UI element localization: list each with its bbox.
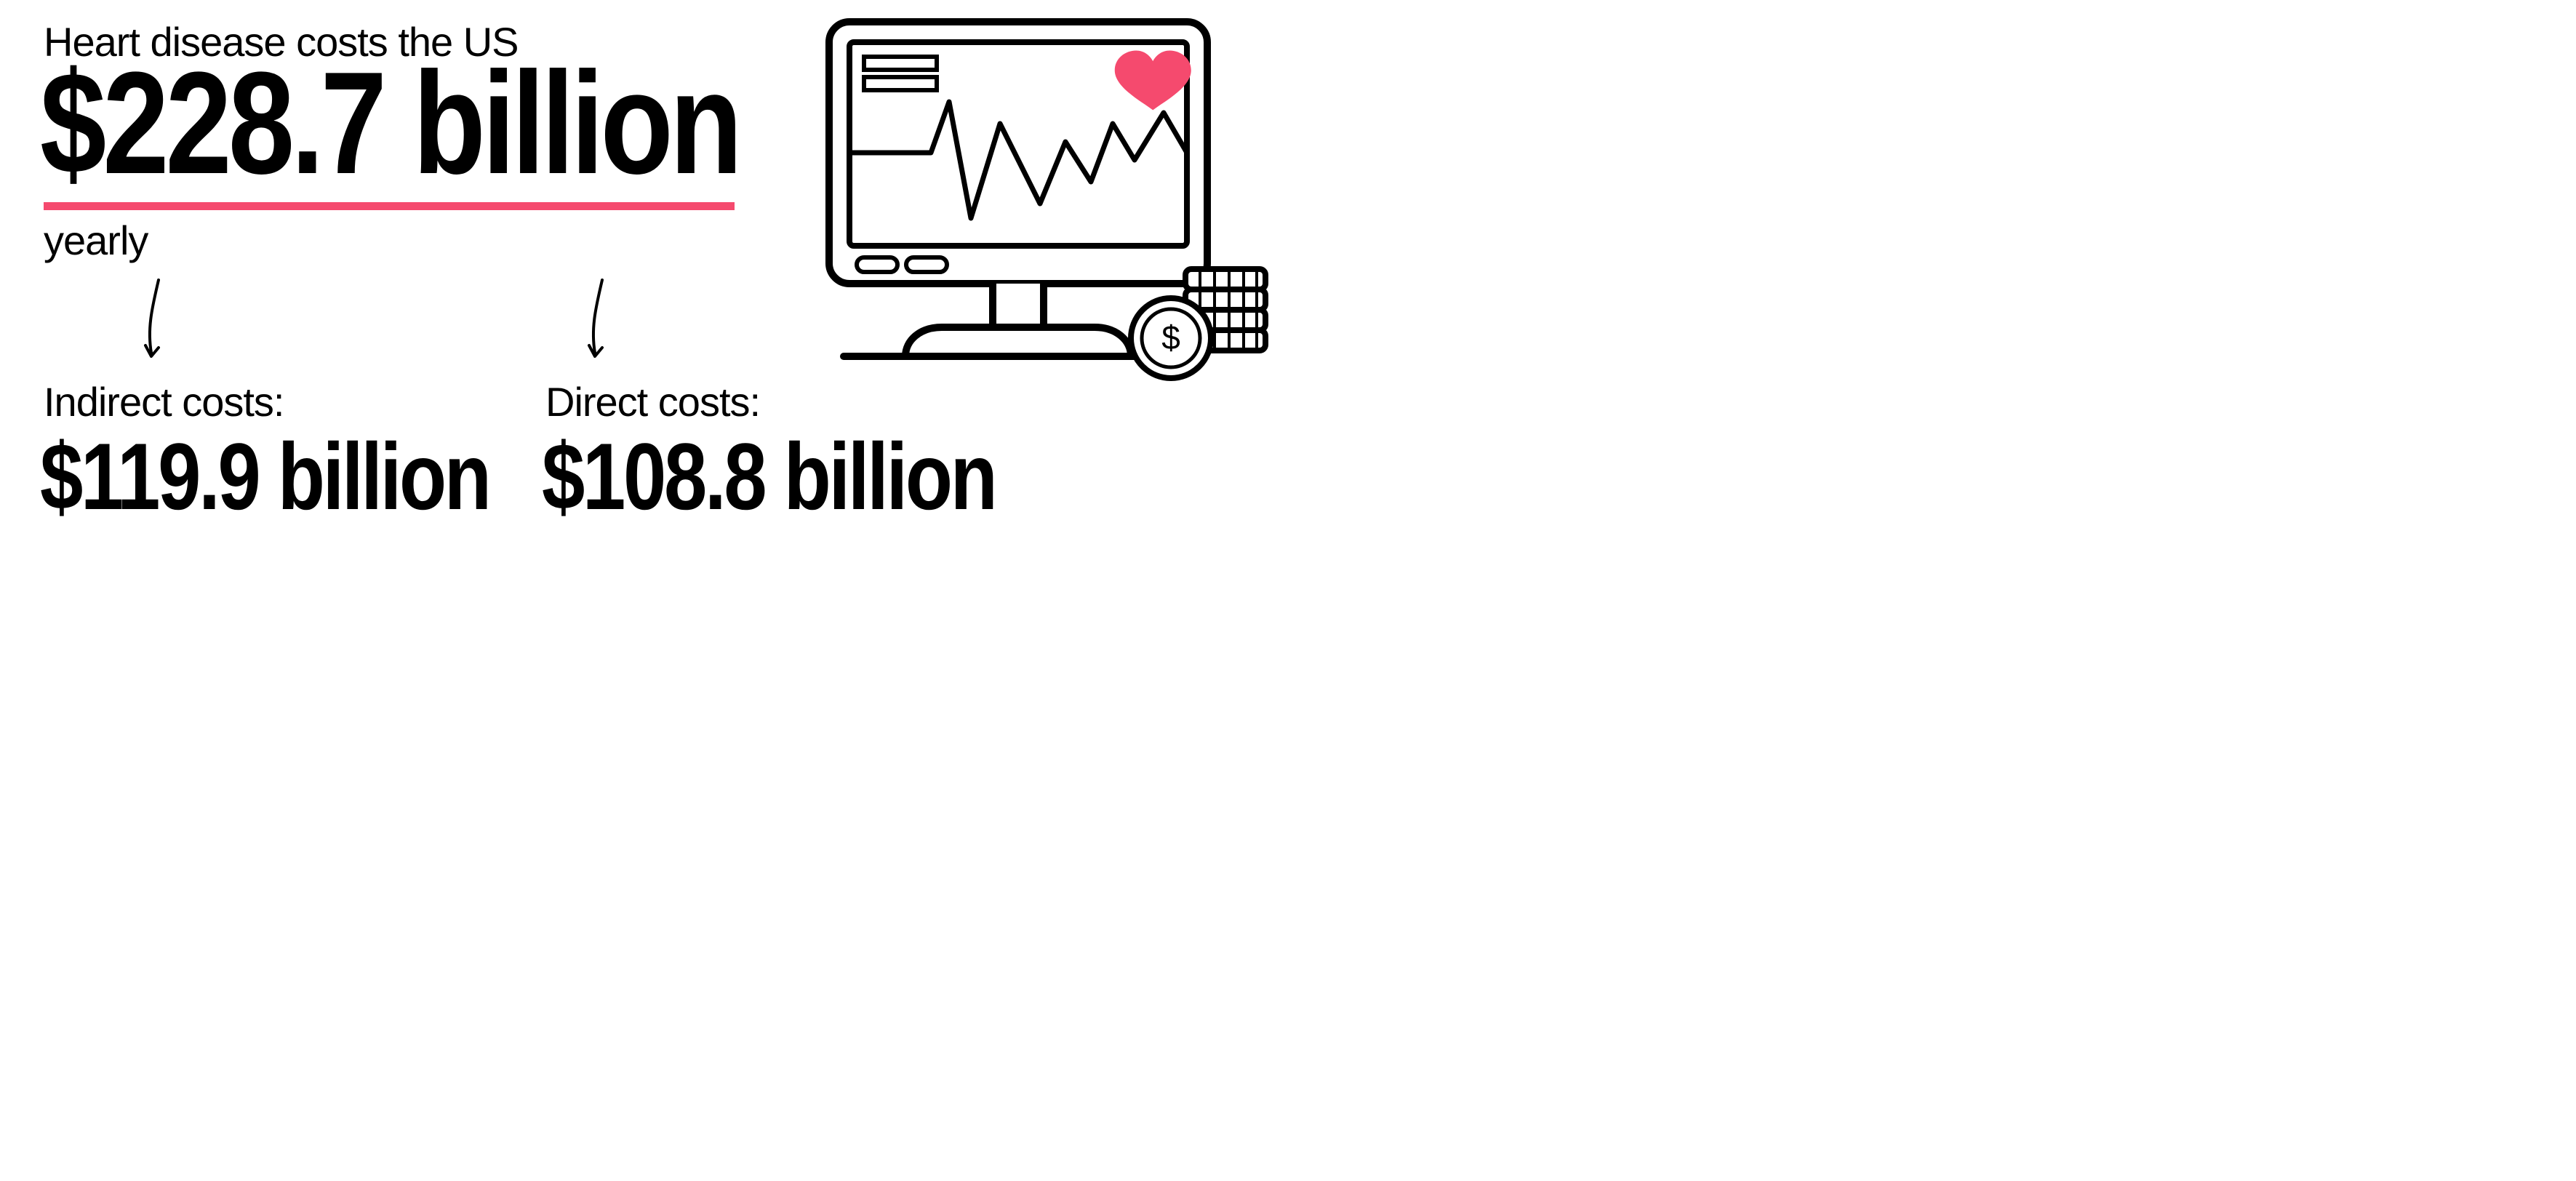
heart-monitor-icon: $	[822, 15, 1273, 393]
indirect-amount: $119.9 billion	[40, 429, 489, 524]
period-text: yearly	[44, 217, 148, 264]
indirect-label: Indirect costs:	[44, 378, 284, 425]
arrow-direct-icon	[582, 276, 611, 364]
svg-text:$: $	[1161, 319, 1180, 356]
direct-amount: $108.8 billion	[542, 429, 996, 524]
total-amount: $228.7 billion	[40, 51, 739, 196]
accent-underline	[44, 202, 735, 210]
direct-label: Direct costs:	[545, 378, 760, 425]
arrow-indirect-icon	[138, 276, 167, 364]
